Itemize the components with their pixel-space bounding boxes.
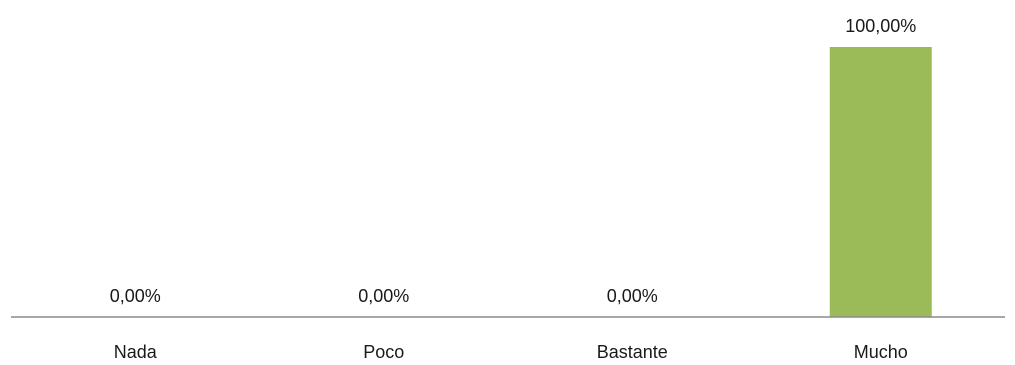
x-tick-labels-group: Nada Poco Bastante Mucho bbox=[114, 342, 908, 362]
data-labels-group: 0,00% 0,00% 0,00% 100,00% bbox=[110, 16, 917, 306]
data-label-bastante: 0,00% bbox=[607, 286, 658, 306]
x-tick-label-nada: Nada bbox=[114, 342, 158, 362]
x-tick-label-bastante: Bastante bbox=[597, 342, 668, 362]
data-label-poco: 0,00% bbox=[358, 286, 409, 306]
x-tick-label-poco: Poco bbox=[363, 342, 404, 362]
bar-mucho bbox=[829, 47, 932, 317]
data-label-mucho: 100,00% bbox=[845, 16, 916, 36]
x-tick-label-mucho: Mucho bbox=[854, 342, 908, 362]
bars-group bbox=[829, 47, 932, 317]
data-label-nada: 0,00% bbox=[110, 286, 161, 306]
